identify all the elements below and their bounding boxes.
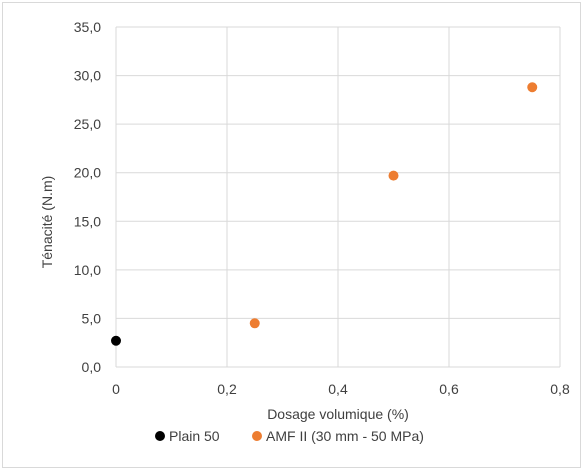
x-tick-label: 0 [112, 381, 120, 397]
data-point-series-1-0 [249, 318, 260, 329]
y-axis-ticks: 0,0 5,0 10,0 15,0 20,0 25,0 30,0 35,0 [74, 19, 101, 375]
y-tick-label: 15,0 [74, 213, 101, 229]
legend-marker [155, 431, 165, 441]
legend-marker [252, 431, 262, 441]
legend-label: AMF II (30 mm - 50 MPa) [266, 428, 424, 444]
x-axis-ticks: 0 0,2 0,4 0,6 0,8 [112, 381, 570, 397]
y-axis-title: Ténacité (N.m) [39, 176, 55, 269]
data-points [111, 82, 538, 346]
data-point-series-1-1 [388, 170, 399, 181]
gridlines [115, 26, 561, 368]
data-point-series-1-2 [527, 82, 538, 93]
x-axis-title: Dosage volumique (%) [267, 406, 409, 422]
data-point-series-0-0 [111, 335, 121, 346]
x-tick-label: 0,4 [328, 381, 348, 397]
y-tick-label: 5,0 [82, 310, 102, 326]
chart-frame [2, 2, 581, 468]
legend-label: Plain 50 [169, 428, 220, 444]
y-tick-label: 35,0 [74, 19, 101, 35]
y-tick-label: 10,0 [74, 262, 101, 278]
x-tick-label: 0,8 [550, 381, 570, 397]
y-tick-label: 0,0 [82, 359, 102, 375]
legend: Plain 50 AMF II (30 mm - 50 MPa) [155, 428, 424, 444]
y-tick-label: 30,0 [74, 68, 101, 84]
x-tick-label: 0,2 [217, 381, 237, 397]
y-tick-label: 20,0 [74, 165, 101, 181]
y-tick-label: 25,0 [74, 116, 101, 132]
x-tick-label: 0,6 [439, 381, 459, 397]
